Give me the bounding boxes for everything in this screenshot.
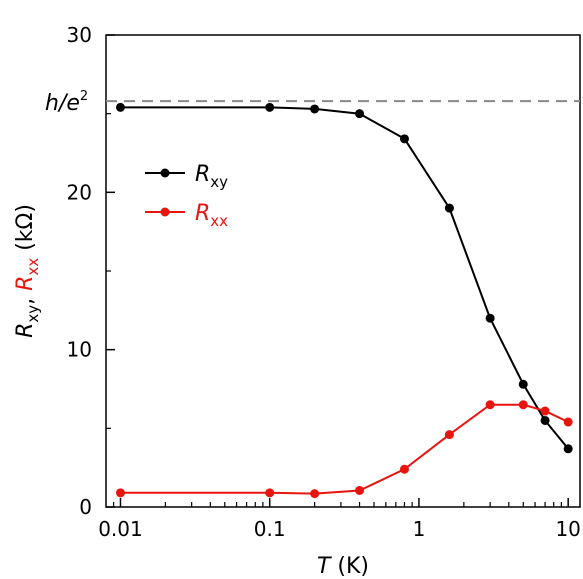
x-axis-title: T (K) [317,554,369,579]
x-tick-label: 0.1 [254,517,286,541]
data-point-rxx [485,400,495,410]
y-tick-label: 0 [79,495,92,519]
data-point-rxx [563,417,573,427]
x-tick-label: 0.01 [98,517,143,541]
data-point-rxx [265,488,275,498]
legend-marker-rxy [160,168,170,178]
data-point-rxy [485,313,495,323]
data-point-rxx [399,464,409,474]
series-layer [115,102,573,499]
series-line-rxx [120,403,569,495]
x-tick-label: 1 [413,517,426,541]
data-point-rxx [355,485,365,495]
data-point-rxy [355,109,365,119]
data-point-rxy [265,102,275,112]
data-point-rxx [540,406,550,416]
y-tick-label: 30 [67,23,92,47]
data-point-rxy [115,102,125,112]
legend-label-rxx: Rxx [195,201,228,230]
data-point-rxx [115,488,125,498]
legend-label-rxy: Rxy [195,162,228,191]
data-point-rxx [518,400,528,410]
data-point-rxx [310,489,320,499]
y-tick-label: 10 [67,338,92,362]
data-point-rxx [444,430,454,440]
reference-line-label: h/e2 [45,89,88,116]
legend-marker-rxx [160,207,170,217]
data-point-rxy [540,415,550,425]
data-point-rxy [310,104,320,114]
y-axis-title: Rxy, Rxx (kΩ) [13,204,42,338]
legend: Rxy Rxx [145,162,228,230]
plot-frame [105,34,581,508]
reference-line-label-sup: 2 [80,89,88,104]
data-point-rxy [563,444,573,454]
x-tick-label: 10 [555,517,580,541]
series-line-rxy [120,106,569,450]
data-point-rxy [444,203,454,213]
y-axis-ticks: 0 10 20 30 [67,23,115,519]
y-tick-label: 20 [67,180,92,204]
x-axis-ticks: 0.01 0.1 1 10 [98,498,581,541]
data-point-rxy [518,379,528,389]
data-point-rxy [399,134,409,144]
